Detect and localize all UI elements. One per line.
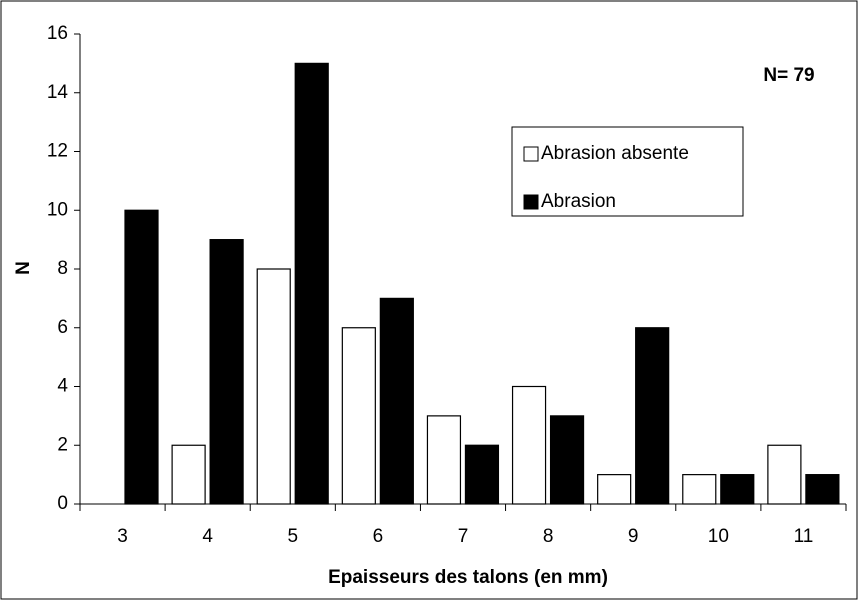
y-tick-label: 10 — [47, 199, 68, 220]
bar — [805, 474, 840, 505]
y-tick-label: 14 — [47, 82, 69, 103]
bar — [341, 327, 376, 505]
x-tick-label: 9 — [628, 526, 639, 547]
bar — [379, 297, 414, 505]
bar — [767, 444, 802, 505]
y-tick-label: 6 — [57, 317, 68, 338]
x-axis-label: Epaisseurs des talons (en mm) — [328, 567, 608, 588]
y-tick-label: 12 — [47, 141, 68, 162]
x-tick-label: 5 — [287, 526, 298, 547]
x-tick-label: 7 — [458, 526, 469, 547]
bar — [549, 415, 585, 505]
y-axis-label: N — [13, 261, 34, 275]
legend-label: Abrasion — [541, 191, 616, 212]
bar — [256, 268, 291, 505]
bar — [682, 474, 717, 505]
legend-swatch — [523, 194, 539, 210]
legend-swatch — [523, 146, 539, 162]
annotation: N= 79 — [763, 65, 814, 86]
x-tick-label: 3 — [117, 526, 128, 547]
x-tick-label: 10 — [708, 526, 729, 547]
y-tick-label: 4 — [57, 376, 68, 397]
bar — [720, 474, 755, 505]
y-tick-label: 0 — [57, 493, 68, 514]
y-tick-label: 2 — [57, 434, 68, 455]
x-tick-label: 4 — [202, 526, 213, 547]
x-tick-label: 11 — [794, 526, 814, 547]
y-tick-label: 16 — [47, 23, 68, 44]
bar — [171, 444, 206, 505]
bar — [294, 62, 329, 505]
bar — [124, 209, 159, 505]
x-tick-label: 6 — [373, 526, 384, 547]
bar — [426, 415, 462, 505]
x-tick-label: 8 — [543, 526, 554, 547]
bar — [464, 444, 500, 505]
bar — [597, 474, 632, 505]
bar — [209, 239, 244, 505]
y-tick-label: 8 — [57, 258, 68, 279]
legend-label: Abrasion absente — [541, 143, 689, 164]
legend-box — [511, 126, 744, 217]
bar — [635, 327, 670, 505]
bar — [511, 385, 547, 505]
